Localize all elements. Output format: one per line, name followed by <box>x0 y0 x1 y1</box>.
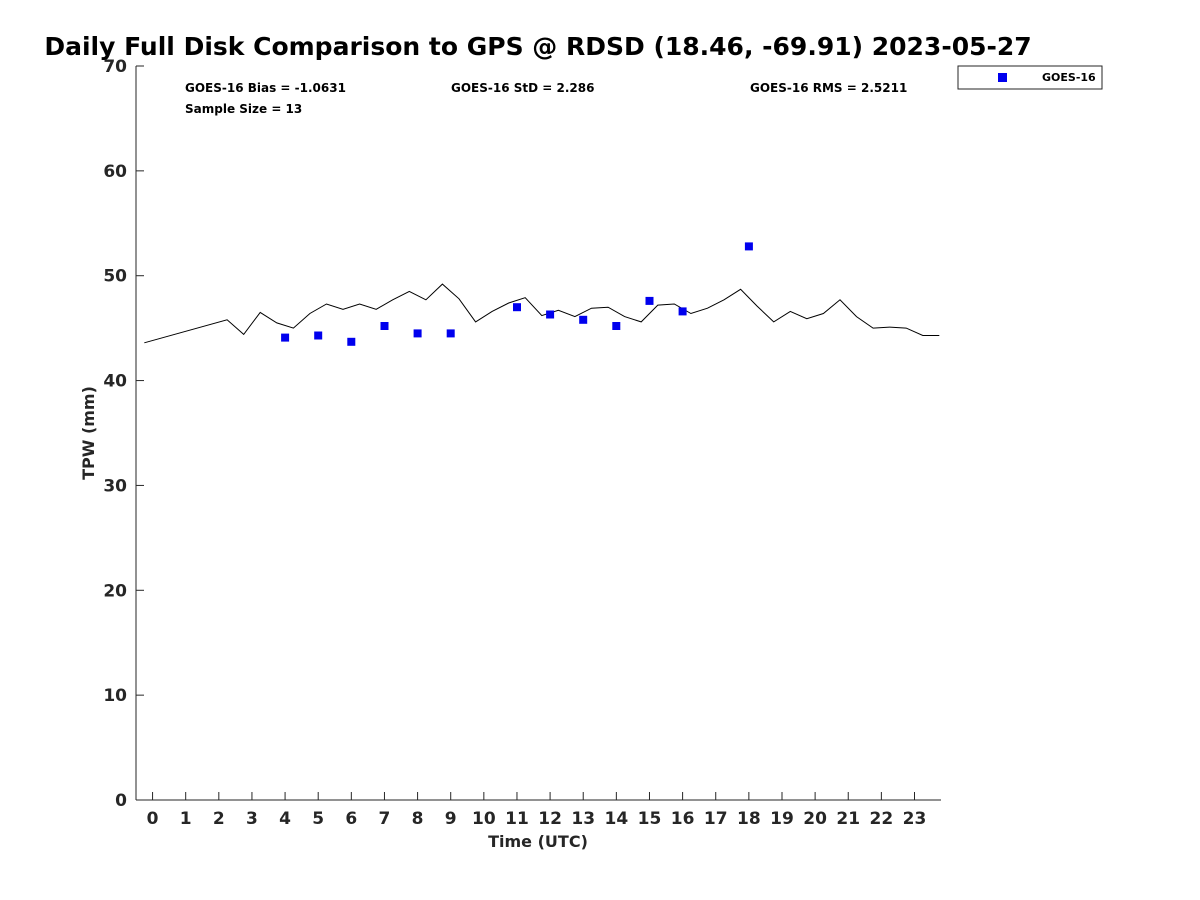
x-tick-label: 17 <box>704 809 728 829</box>
x-tick-label: 12 <box>538 809 562 829</box>
x-tick-label: 5 <box>312 809 324 829</box>
x-tick-label: 8 <box>412 809 424 829</box>
y-tick-label: 60 <box>103 162 127 182</box>
legend-box <box>957 65 1103 90</box>
chart-title: Daily Full Disk Comparison to GPS @ RDSD… <box>44 32 1031 61</box>
x-tick-label: 14 <box>605 809 629 829</box>
x-tick-label: 3 <box>246 809 258 829</box>
goes16-data-point <box>380 322 389 330</box>
y-tick-label: 50 <box>103 267 127 287</box>
goes16-data-point <box>347 337 356 346</box>
y-tick-label: 40 <box>103 372 127 392</box>
x-tick-label: 0 <box>147 809 159 829</box>
y-tick-label: 0 <box>115 791 127 811</box>
goes16-data-point <box>678 307 687 316</box>
goes16-data-point <box>744 242 753 251</box>
y-axis-ticks: 0 10 20 30 40 50 60 70 <box>103 57 144 811</box>
x-tick-label: 20 <box>803 809 827 829</box>
x-tick-label: 4 <box>279 809 291 829</box>
x-tick-label: 9 <box>445 809 457 829</box>
x-tick-label: 10 <box>472 809 496 829</box>
stat-sample-size: Sample Size = 13 <box>185 102 302 116</box>
goes16-data-point <box>413 329 422 338</box>
x-tick-label: 19 <box>770 809 794 829</box>
x-axis-ticks: 0 1 2 3 4 5 6 7 8 9 10 11 12 13 14 15 16 17 18 19 20 21 22 23 <box>147 792 927 829</box>
x-tick-label: 18 <box>737 809 761 829</box>
legend-marker-goes16 <box>998 73 1007 82</box>
goes16-data-point <box>281 333 290 342</box>
gps-series-line <box>144 283 940 344</box>
stat-rms: GOES-16 RMS = 2.5211 <box>750 81 907 95</box>
goes16-data-point <box>546 310 555 319</box>
goes16-data-point <box>513 303 521 312</box>
x-tick-label: 22 <box>870 809 894 829</box>
stat-bias: GOES-16 Bias = -1.0631 <box>185 81 346 95</box>
legend-label-goes16: GOES-16 <box>1042 71 1096 84</box>
y-tick-label: 30 <box>103 476 127 496</box>
x-tick-label: 21 <box>836 809 860 829</box>
goes16-series-points <box>281 242 753 346</box>
x-tick-label: 1 <box>180 809 192 829</box>
goes16-data-point <box>314 331 323 340</box>
y-tick-label: 70 <box>103 57 127 77</box>
y-tick-label: 20 <box>103 581 127 601</box>
x-tick-label: 23 <box>903 809 927 829</box>
x-tick-label: 15 <box>638 809 662 829</box>
goes16-data-point <box>579 315 588 324</box>
goes16-data-point <box>645 296 654 305</box>
goes16-data-point <box>446 329 455 338</box>
x-tick-label: 7 <box>379 809 391 829</box>
x-tick-label: 13 <box>571 809 595 829</box>
legend: GOES-16 <box>957 65 1103 90</box>
y-axis-label: TPW (mm) <box>79 386 98 480</box>
x-tick-label: 16 <box>671 809 695 829</box>
stat-std: GOES-16 StD = 2.286 <box>451 81 594 95</box>
x-tick-label: 6 <box>345 809 357 829</box>
y-tick-label: 10 <box>103 686 127 706</box>
x-tick-label: 2 <box>213 809 225 829</box>
goes16-data-point <box>612 322 621 330</box>
x-axis-label: Time (UTC) <box>488 832 588 851</box>
x-tick-label: 11 <box>505 809 529 829</box>
